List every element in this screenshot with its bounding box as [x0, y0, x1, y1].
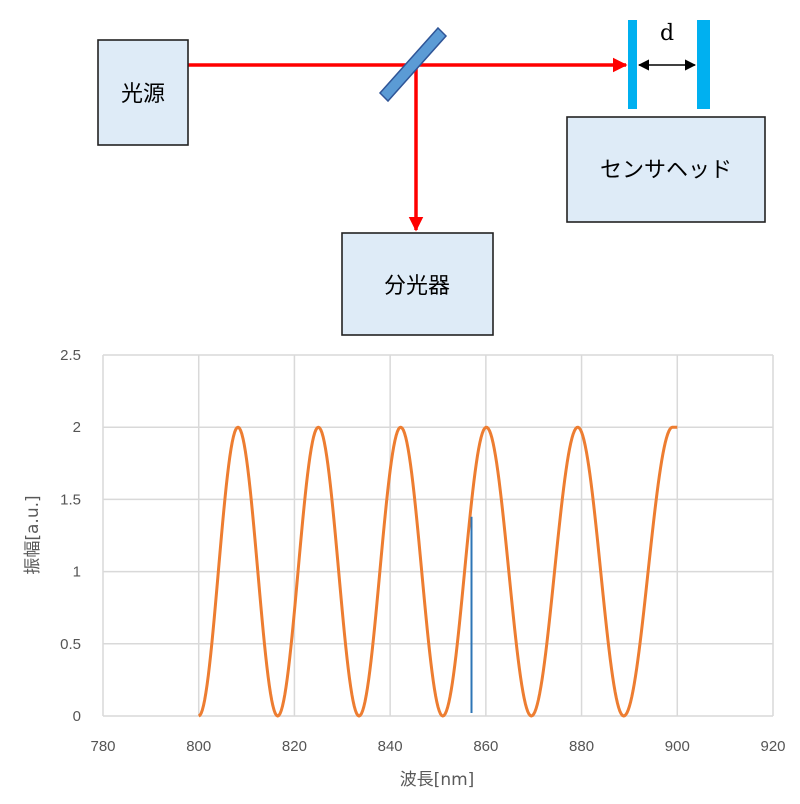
sensor-plate-right — [697, 20, 710, 109]
y-tick-label: 0 — [73, 708, 81, 725]
light-source-box — [97, 39, 189, 146]
y-tick-label: 2 — [73, 419, 81, 436]
amplitude-series-line — [197, 425, 678, 718]
x-tick-label: 880 — [569, 738, 594, 755]
optical-diagram: 光源 d センサヘッド 分光器 — [97, 20, 766, 336]
light-source-label: 光源 — [121, 82, 165, 107]
sensor-head-label: センサヘッド — [600, 158, 732, 183]
x-tick-label: 840 — [378, 738, 403, 755]
x-tick-label: 900 — [665, 738, 690, 755]
gap-label: d — [660, 21, 674, 46]
y-tick-label: 2.5 — [60, 347, 81, 364]
spectrometer-box — [341, 232, 494, 336]
x-axis-title: 波長[nm] — [400, 770, 475, 790]
chart-series — [197, 425, 678, 718]
chart-grid — [102, 354, 774, 717]
y-tick-label: 0.5 — [60, 636, 81, 653]
y-tick-label: 1.5 — [60, 491, 81, 508]
y-axis-title: 振幅[a.u.] — [23, 495, 43, 574]
x-tick-label: 800 — [186, 738, 211, 755]
chart-ticks: 780 800 820 840 860 880 900 920 0 0.5 1 1.5 2 2.5 — [60, 347, 785, 755]
spectrum-chart: 780 800 820 840 860 880 900 920 0 0.5 1 1.5 2 2.5 波長[… — [23, 347, 786, 790]
x-tick-label: 860 — [473, 738, 498, 755]
x-tick-label: 920 — [760, 738, 785, 755]
x-tick-label: 780 — [90, 738, 115, 755]
spectrometer-label: 分光器 — [384, 274, 450, 299]
sensor-plate-left — [628, 20, 637, 109]
x-tick-label: 820 — [282, 738, 307, 755]
sensor-head-box — [566, 116, 766, 223]
y-tick-label: 1 — [73, 564, 81, 581]
beam-splitter-mirror — [378, 26, 448, 103]
